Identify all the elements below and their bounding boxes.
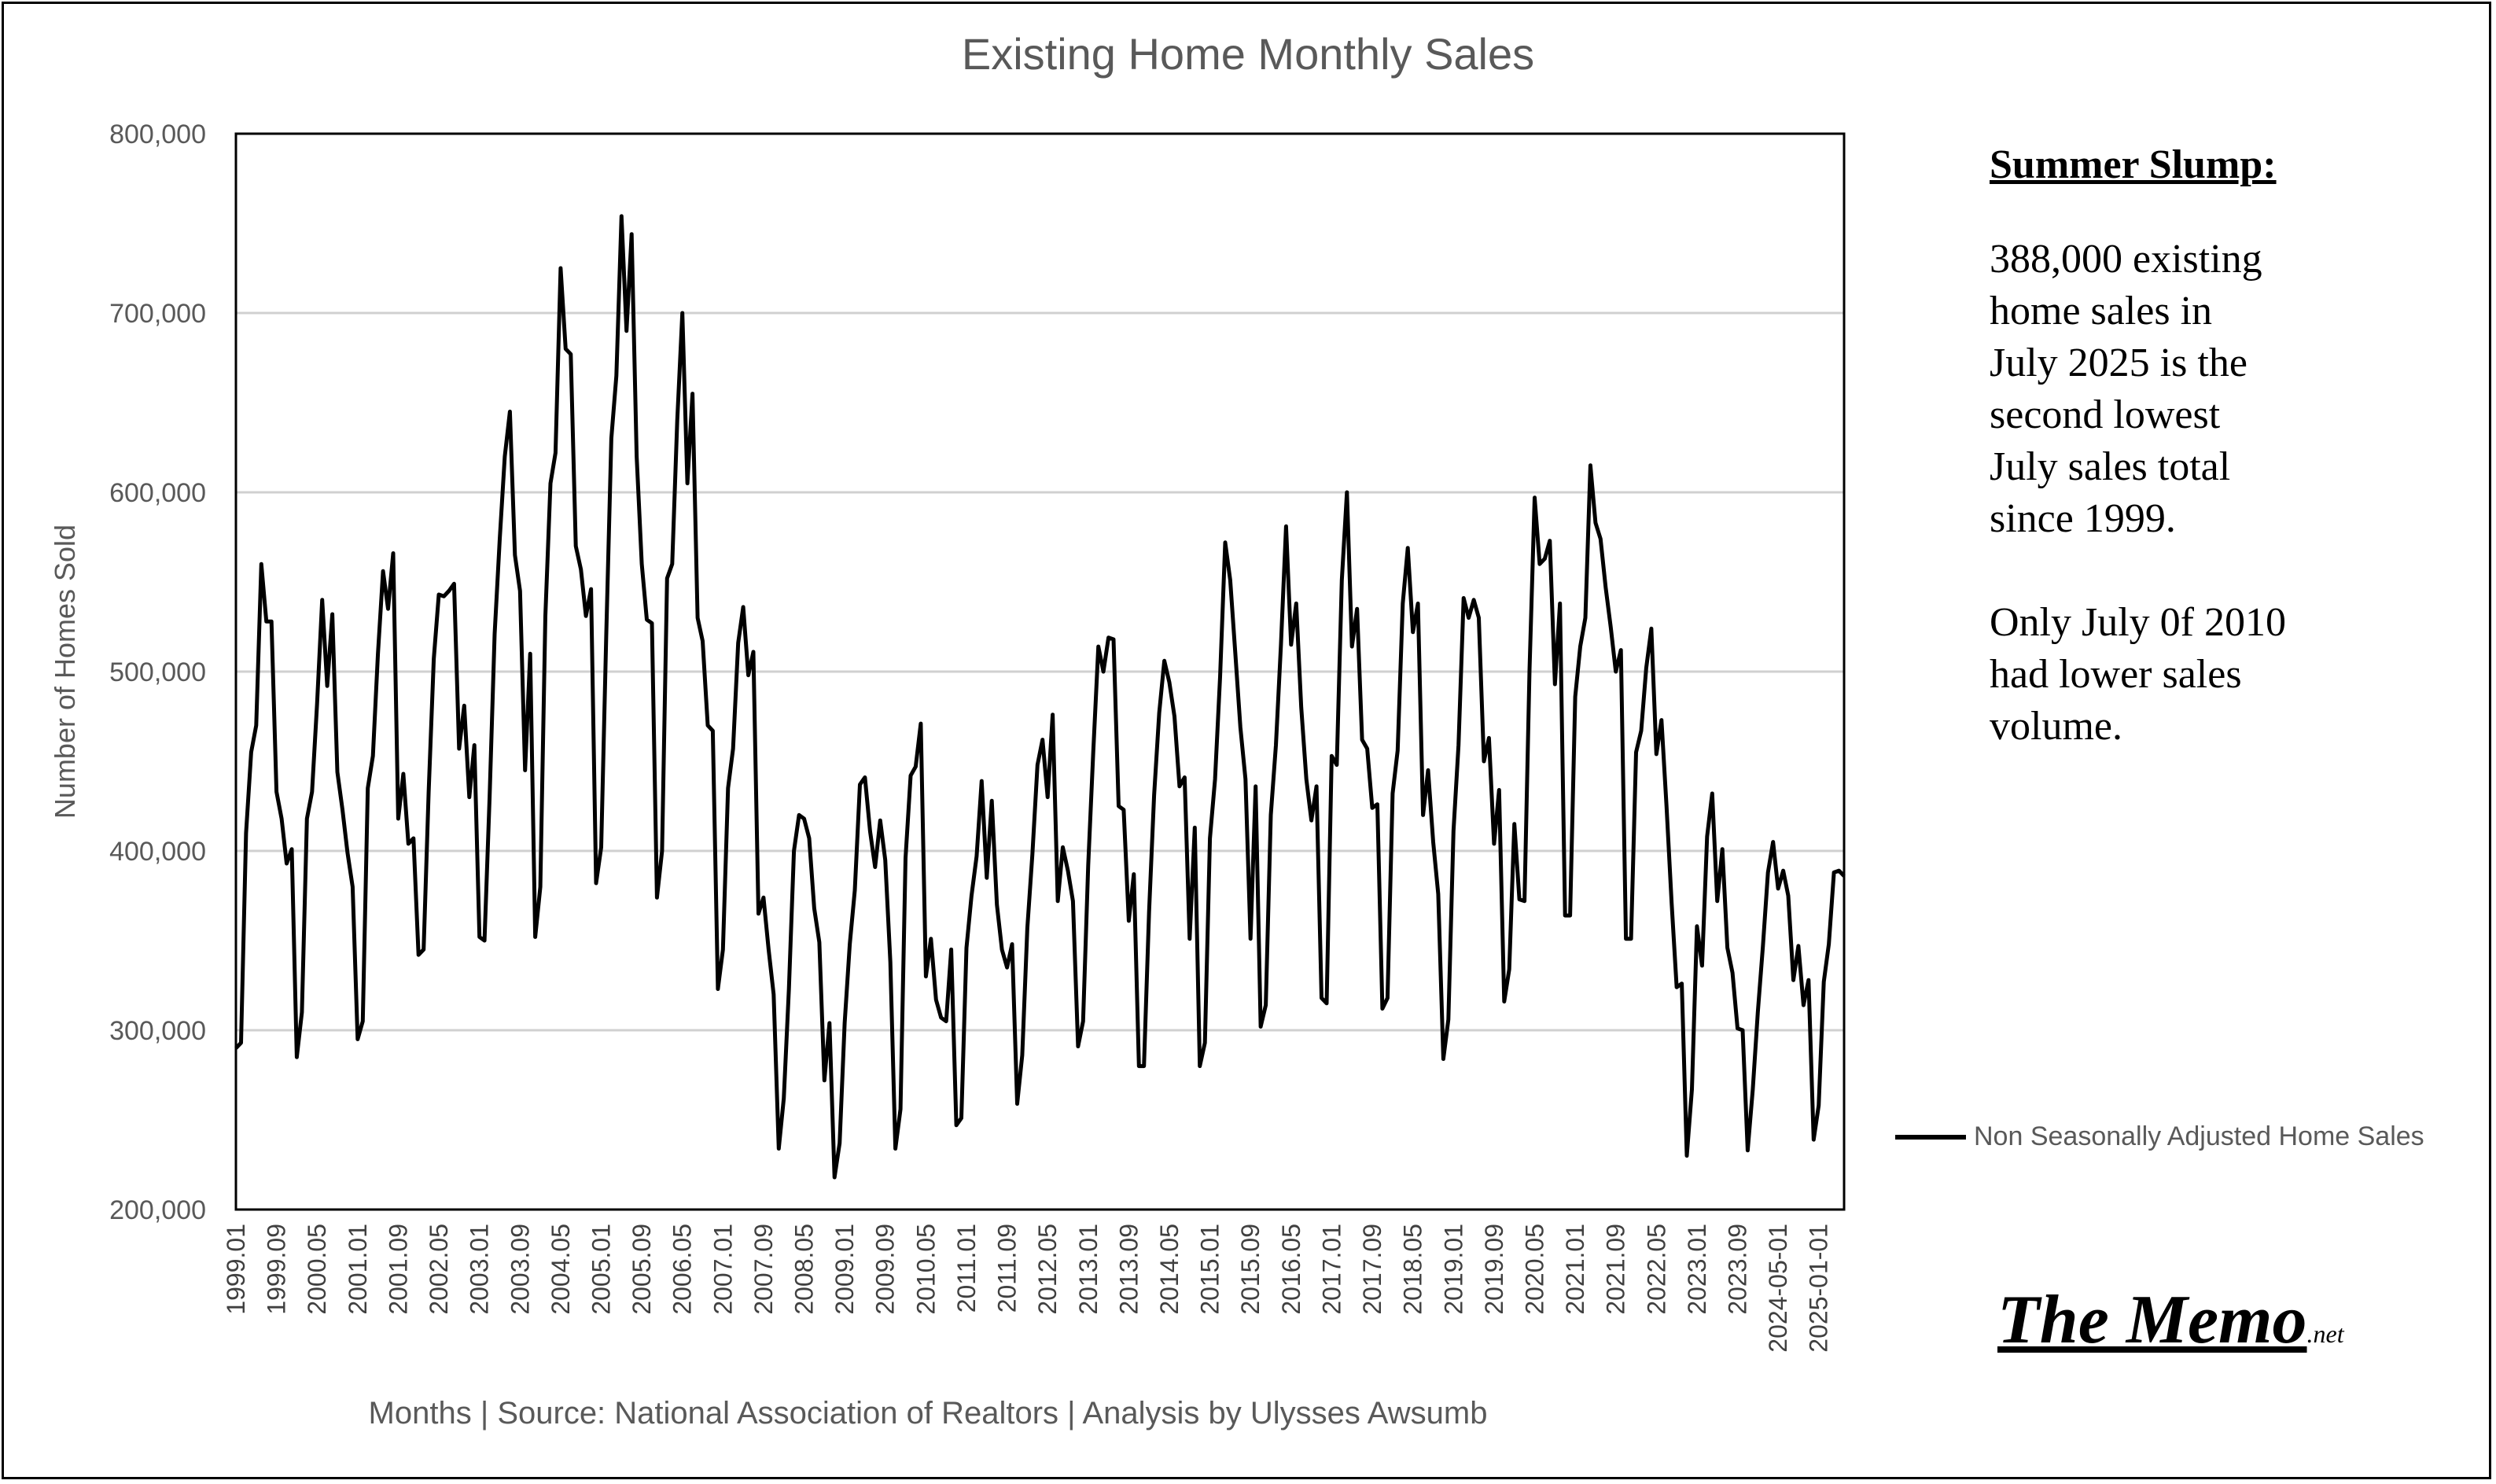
- note-title: Summer Slump:: [1990, 142, 2277, 187]
- x-tick-label: 2017.09: [1358, 1224, 1386, 1315]
- x-tick-label: 2012.05: [1033, 1224, 1062, 1315]
- y-tick-label: 600,000: [109, 478, 206, 508]
- note-paragraph-1: 388,000 existing home sales in July 2025…: [1990, 234, 2430, 545]
- y-tick-label: 400,000: [109, 837, 206, 867]
- x-tick-label: 2024-05-01: [1764, 1224, 1792, 1353]
- note-paragraph-2: Only July 0f 2010 had lower sales volume…: [1990, 597, 2430, 753]
- note-line: July sales total: [1990, 444, 2231, 489]
- x-tick-label: 2022.05: [1642, 1224, 1670, 1315]
- note-line: volume.: [1990, 704, 2122, 749]
- chart-title: Existing Home Monthly Sales: [961, 29, 1535, 79]
- x-tick-label: 2001.09: [384, 1224, 412, 1315]
- legend: Non Seasonally Adjusted Home Sales: [1895, 1121, 2424, 1152]
- y-tick-label: 800,000: [109, 120, 206, 149]
- x-axis-ticks: 1999.01 1999.09 2000.05 2001.01 2001.09 2002.…: [222, 1224, 1833, 1353]
- x-axis-label: Months | Source: National Association of…: [368, 1396, 1488, 1431]
- x-tick-label: 2002.05: [425, 1224, 453, 1315]
- legend-label: Non Seasonally Adjusted Home Sales: [1974, 1121, 2424, 1151]
- x-tick-label: 2019.09: [1480, 1224, 1508, 1315]
- logo-suffix-text: .net: [2306, 1320, 2344, 1348]
- x-tick-label: 2004.05: [547, 1224, 575, 1315]
- x-tick-label: 2009.01: [830, 1224, 859, 1315]
- x-tick-label: 2013.01: [1074, 1224, 1103, 1315]
- note-line: 388,000 existing: [1990, 237, 2262, 282]
- x-tick-label: 1999.01: [222, 1224, 250, 1315]
- x-tick-label: 2005.09: [628, 1224, 656, 1315]
- y-tick-label: 700,000: [109, 299, 206, 329]
- x-tick-label: 2009.09: [871, 1224, 900, 1315]
- note-line: had lower sales: [1990, 652, 2242, 697]
- x-tick-label: 2011.09: [993, 1224, 1022, 1313]
- logo-main-text: The Memo: [1997, 1282, 2307, 1358]
- note-line: home sales in: [1990, 289, 2213, 333]
- x-tick-label: 2018.05: [1399, 1224, 1427, 1315]
- note-line: since 1999.: [1990, 496, 2176, 541]
- x-tick-label: 2015.09: [1236, 1224, 1265, 1315]
- x-tick-label: 2016.05: [1277, 1224, 1305, 1315]
- x-tick-label: 2000.05: [303, 1224, 331, 1315]
- x-tick-label: 2006.05: [668, 1224, 697, 1315]
- x-tick-label: 2001.01: [344, 1224, 372, 1315]
- plot-area-border: [234, 132, 1846, 1211]
- x-tick-label: 2023.09: [1724, 1224, 1752, 1315]
- y-tick-label: 300,000: [109, 1016, 206, 1046]
- note-line: second lowest: [1990, 392, 2221, 437]
- x-tick-label: 2021.09: [1602, 1224, 1630, 1315]
- x-tick-label: 2013.09: [1114, 1224, 1143, 1315]
- x-tick-label: 2003.01: [466, 1224, 494, 1315]
- x-tick-label: 1999.09: [263, 1224, 291, 1315]
- x-tick-label: 2010.05: [911, 1224, 940, 1315]
- x-tick-label: 2007.01: [709, 1224, 737, 1315]
- x-tick-label: 2015.01: [1196, 1224, 1224, 1315]
- x-tick-label: 2021.01: [1561, 1224, 1589, 1315]
- x-tick-label: 2007.09: [749, 1224, 778, 1315]
- y-axis-label: Number of Homes Sold: [49, 525, 81, 819]
- x-tick-label: 2003.09: [506, 1224, 534, 1315]
- x-tick-label: 2020.05: [1520, 1224, 1548, 1315]
- annotation-note: Summer Slump: 388,000 existing home sale…: [1990, 142, 2430, 805]
- x-tick-label: 2014.05: [1155, 1224, 1184, 1315]
- legend-line-swatch: [1895, 1134, 1966, 1140]
- x-tick-label: 2019.01: [1439, 1224, 1467, 1315]
- note-line: July 2025 is the: [1990, 341, 2248, 385]
- y-tick-label: 500,000: [109, 657, 206, 687]
- y-tick-label: 200,000: [109, 1195, 206, 1225]
- brand-logo: The Memo.net: [1997, 1280, 2344, 1360]
- x-tick-label: 2008.05: [790, 1224, 819, 1315]
- note-line: Only July 0f 2010: [1990, 600, 2286, 645]
- series-line-non-seasonally-adjusted-home-sales: [234, 214, 1846, 1180]
- x-tick-label: 2017.01: [1317, 1224, 1346, 1315]
- x-tick-label: 2025-01-01: [1805, 1224, 1833, 1353]
- y-axis-ticks: 200,000 300,000 400,000 500,000 600,000 700,0…: [109, 120, 206, 1225]
- x-tick-label: 2023.01: [1683, 1224, 1711, 1315]
- x-tick-label: 2011.01: [952, 1224, 981, 1313]
- x-tick-label: 2005.01: [587, 1224, 615, 1315]
